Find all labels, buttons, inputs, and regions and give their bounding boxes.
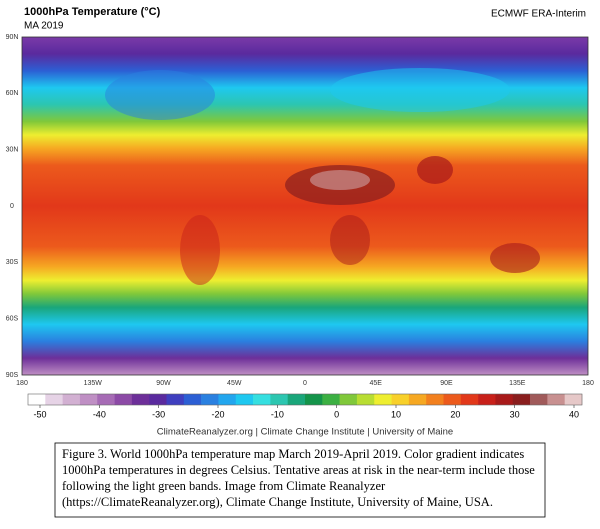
colorbar-segment: [28, 394, 46, 405]
colorbar-segment: [305, 394, 323, 405]
colorbar-segment: [547, 394, 565, 405]
colorbar-segment: [270, 394, 288, 405]
lon-label: 45W: [227, 380, 242, 387]
lat-label: 0: [10, 203, 14, 210]
colorbar-label: 10: [391, 409, 401, 419]
subtitle: MA 2019: [24, 21, 64, 32]
colorbar-segment: [218, 394, 237, 405]
colorbar-segment: [149, 394, 167, 405]
colorbar-segment: [201, 394, 219, 405]
lon-label: 135E: [509, 380, 526, 387]
colorbar-segment: [339, 394, 358, 405]
colorbar-segment: [114, 394, 133, 405]
colorbar-segment: [391, 394, 410, 405]
lon-label: 180: [16, 380, 28, 387]
cold-region: [105, 70, 215, 120]
hot-region: [330, 215, 370, 265]
colorbar-segment: [235, 394, 254, 405]
colorbar-segment: [512, 394, 531, 405]
colorbar-label: -20: [211, 409, 224, 419]
lon-label: 135W: [84, 380, 103, 387]
lat-label: 60N: [6, 90, 19, 97]
caption-line: (https://ClimateReanalyzer.org), Climate…: [62, 495, 493, 509]
colorbar-label: 20: [450, 409, 460, 419]
lat-label: 30S: [6, 259, 19, 266]
footer: ClimateReanalyzer.org | Climate Change I…: [157, 427, 453, 438]
map-frame: [21, 36, 589, 376]
lon-label: 180: [582, 380, 594, 387]
colorbar-segment: [166, 394, 185, 405]
hot-region: [180, 215, 220, 285]
colorbar-label: 30: [510, 409, 520, 419]
lon-label: 90E: [440, 380, 453, 387]
cold-region: [330, 68, 510, 112]
colorbar-label: -30: [152, 409, 165, 419]
colorbar-segment: [443, 394, 462, 405]
hot-region: [490, 243, 540, 273]
colorbar-segment: [374, 394, 392, 405]
colorbar-segment: [564, 394, 583, 405]
lon-label: 45E: [370, 380, 383, 387]
caption-line: Figure 3. World 1000hPa temperature map …: [62, 447, 524, 461]
lon-label: 90W: [156, 380, 171, 387]
lat-label: 90N: [6, 34, 19, 41]
colorbar-frame: [27, 393, 583, 406]
caption-box: [54, 442, 546, 518]
colorbar-label: -10: [271, 409, 284, 419]
colorbar-segment: [460, 394, 479, 405]
colorbar-segment: [495, 394, 514, 405]
colorbar-segment: [253, 394, 271, 405]
title: 1000hPa Temperature (°C): [24, 6, 161, 18]
colorbar-segment: [322, 394, 340, 405]
colorbar-label: 40: [569, 409, 579, 419]
colorbar-segment: [478, 394, 496, 405]
source: ECMWF ERA-Interim: [491, 9, 586, 20]
map: [21, 36, 589, 376]
colorbar-segment: [530, 394, 548, 405]
colorbar-segment: [97, 394, 115, 405]
colorbar-segment: [356, 394, 375, 405]
colorbar-segment: [183, 394, 202, 405]
colorbar-label: 0: [334, 409, 339, 419]
colorbar-segment: [408, 394, 427, 405]
lat-label: 60S: [6, 316, 19, 323]
hot-region: [417, 156, 453, 184]
colorbar-label: -50: [33, 409, 46, 419]
caption-line: 1000hPa temperatures in degrees Celsius.…: [62, 463, 535, 477]
lat-label: 90S: [6, 372, 19, 379]
hot-region: [310, 170, 370, 190]
colorbar-segment: [287, 394, 306, 405]
lon-label: 0: [303, 380, 307, 387]
colorbar-segment: [79, 394, 98, 405]
colorbar-segment: [62, 394, 81, 405]
colorbar-segment: [45, 394, 63, 405]
lat-label: 30N: [6, 147, 19, 154]
colorbar-segment: [426, 394, 444, 405]
colorbar-segment: [131, 394, 150, 405]
caption-line: following the light green bands. Image f…: [62, 479, 386, 493]
colorbar-label: -40: [93, 409, 106, 419]
